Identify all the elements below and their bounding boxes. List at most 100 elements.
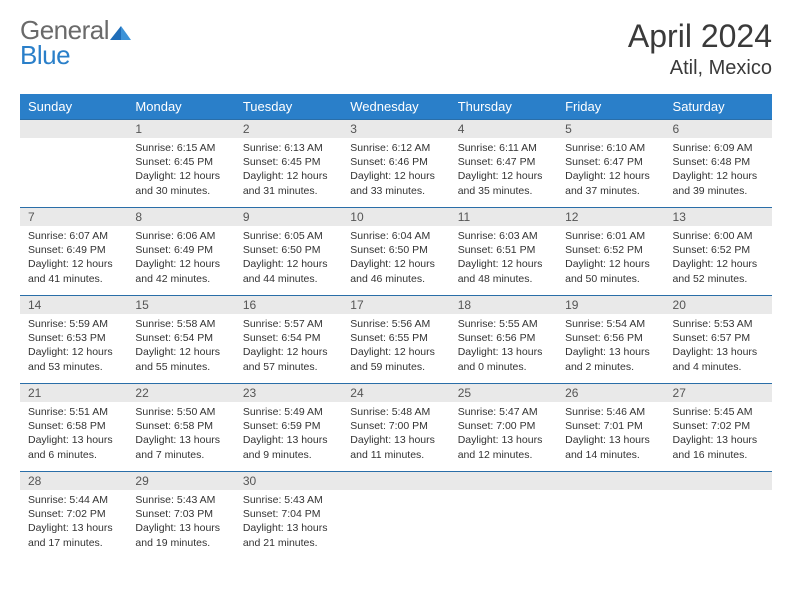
- day-details: Sunrise: 6:03 AMSunset: 6:51 PMDaylight:…: [450, 226, 557, 290]
- day-header: Sunday: [20, 94, 127, 120]
- day-details: Sunrise: 5:47 AMSunset: 7:00 PMDaylight:…: [450, 402, 557, 466]
- day-details: Sunrise: 5:50 AMSunset: 6:58 PMDaylight:…: [127, 402, 234, 466]
- day-details: Sunrise: 6:09 AMSunset: 6:48 PMDaylight:…: [665, 138, 772, 202]
- daylight-line: Daylight: 13 hours and 11 minutes.: [350, 433, 441, 461]
- day-details: Sunrise: 5:46 AMSunset: 7:01 PMDaylight:…: [557, 402, 664, 466]
- day-details: Sunrise: 6:04 AMSunset: 6:50 PMDaylight:…: [342, 226, 449, 290]
- calendar-cell: 13Sunrise: 6:00 AMSunset: 6:52 PMDayligh…: [665, 208, 772, 296]
- sunrise-line: Sunrise: 6:04 AM: [350, 229, 441, 243]
- calendar-week-row: 7Sunrise: 6:07 AMSunset: 6:49 PMDaylight…: [20, 208, 772, 296]
- sunset-line: Sunset: 6:52 PM: [673, 243, 764, 257]
- sunset-line: Sunset: 7:01 PM: [565, 419, 656, 433]
- day-header: Monday: [127, 94, 234, 120]
- daylight-line: Daylight: 12 hours and 41 minutes.: [28, 257, 119, 285]
- sunrise-line: Sunrise: 5:57 AM: [243, 317, 334, 331]
- calendar-cell: 20Sunrise: 5:53 AMSunset: 6:57 PMDayligh…: [665, 296, 772, 384]
- day-details: Sunrise: 5:45 AMSunset: 7:02 PMDaylight:…: [665, 402, 772, 466]
- calendar-cell: 3Sunrise: 6:12 AMSunset: 6:46 PMDaylight…: [342, 120, 449, 208]
- day-number: 13: [665, 208, 772, 226]
- calendar-cell: 26Sunrise: 5:46 AMSunset: 7:01 PMDayligh…: [557, 384, 664, 472]
- calendar-week-row: 1Sunrise: 6:15 AMSunset: 6:45 PMDaylight…: [20, 120, 772, 208]
- triangle-icon: [110, 20, 132, 45]
- day-number: 3: [342, 120, 449, 138]
- day-details: Sunrise: 6:00 AMSunset: 6:52 PMDaylight:…: [665, 226, 772, 290]
- daylight-line: Daylight: 12 hours and 59 minutes.: [350, 345, 441, 373]
- sunrise-line: Sunrise: 6:01 AM: [565, 229, 656, 243]
- sunrise-line: Sunrise: 6:11 AM: [458, 141, 549, 155]
- day-number: 28: [20, 472, 127, 490]
- sunset-line: Sunset: 6:51 PM: [458, 243, 549, 257]
- sunset-line: Sunset: 6:52 PM: [565, 243, 656, 257]
- day-number: 20: [665, 296, 772, 314]
- calendar-cell: 30Sunrise: 5:43 AMSunset: 7:04 PMDayligh…: [235, 472, 342, 560]
- brand-logo: GeneralBlue: [20, 18, 132, 67]
- day-details: Sunrise: 6:10 AMSunset: 6:47 PMDaylight:…: [557, 138, 664, 202]
- day-details: Sunrise: 6:07 AMSunset: 6:49 PMDaylight:…: [20, 226, 127, 290]
- sunrise-line: Sunrise: 6:15 AM: [135, 141, 226, 155]
- sunrise-line: Sunrise: 5:45 AM: [673, 405, 764, 419]
- daylight-line: Daylight: 13 hours and 7 minutes.: [135, 433, 226, 461]
- sunrise-line: Sunrise: 6:05 AM: [243, 229, 334, 243]
- day-number: 18: [450, 296, 557, 314]
- calendar-cell: 28Sunrise: 5:44 AMSunset: 7:02 PMDayligh…: [20, 472, 127, 560]
- daylight-line: Daylight: 12 hours and 44 minutes.: [243, 257, 334, 285]
- sunrise-line: Sunrise: 5:44 AM: [28, 493, 119, 507]
- daylight-line: Daylight: 12 hours and 35 minutes.: [458, 169, 549, 197]
- calendar-cell: 2Sunrise: 6:13 AMSunset: 6:45 PMDaylight…: [235, 120, 342, 208]
- sunrise-line: Sunrise: 5:59 AM: [28, 317, 119, 331]
- daylight-line: Daylight: 12 hours and 50 minutes.: [565, 257, 656, 285]
- sunrise-line: Sunrise: 6:10 AM: [565, 141, 656, 155]
- day-details: Sunrise: 5:54 AMSunset: 6:56 PMDaylight:…: [557, 314, 664, 378]
- daylight-line: Daylight: 13 hours and 14 minutes.: [565, 433, 656, 461]
- day-number: 15: [127, 296, 234, 314]
- calendar-cell: 16Sunrise: 5:57 AMSunset: 6:54 PMDayligh…: [235, 296, 342, 384]
- calendar-cell: 1Sunrise: 6:15 AMSunset: 6:45 PMDaylight…: [127, 120, 234, 208]
- sunset-line: Sunset: 6:47 PM: [458, 155, 549, 169]
- title-month: April 2024: [628, 18, 772, 55]
- calendar-cell: 11Sunrise: 6:03 AMSunset: 6:51 PMDayligh…: [450, 208, 557, 296]
- calendar-week-row: 14Sunrise: 5:59 AMSunset: 6:53 PMDayligh…: [20, 296, 772, 384]
- sunset-line: Sunset: 7:02 PM: [28, 507, 119, 521]
- sunrise-line: Sunrise: 6:06 AM: [135, 229, 226, 243]
- sunrise-line: Sunrise: 5:54 AM: [565, 317, 656, 331]
- calendar-week-row: 28Sunrise: 5:44 AMSunset: 7:02 PMDayligh…: [20, 472, 772, 560]
- sunset-line: Sunset: 7:03 PM: [135, 507, 226, 521]
- sunrise-line: Sunrise: 5:50 AM: [135, 405, 226, 419]
- sunset-line: Sunset: 6:54 PM: [135, 331, 226, 345]
- day-details: Sunrise: 5:55 AMSunset: 6:56 PMDaylight:…: [450, 314, 557, 378]
- title-location: Atil, Mexico: [628, 57, 772, 80]
- daylight-line: Daylight: 13 hours and 0 minutes.: [458, 345, 549, 373]
- day-number: 19: [557, 296, 664, 314]
- day-number: 16: [235, 296, 342, 314]
- daylight-line: Daylight: 12 hours and 42 minutes.: [135, 257, 226, 285]
- calendar-cell: 25Sunrise: 5:47 AMSunset: 7:00 PMDayligh…: [450, 384, 557, 472]
- daylight-line: Daylight: 13 hours and 16 minutes.: [673, 433, 764, 461]
- calendar-cell: 18Sunrise: 5:55 AMSunset: 6:56 PMDayligh…: [450, 296, 557, 384]
- sunrise-line: Sunrise: 5:47 AM: [458, 405, 549, 419]
- calendar-cell: 5Sunrise: 6:10 AMSunset: 6:47 PMDaylight…: [557, 120, 664, 208]
- calendar-cell: [557, 472, 664, 560]
- calendar-cell: 27Sunrise: 5:45 AMSunset: 7:02 PMDayligh…: [665, 384, 772, 472]
- day-details: Sunrise: 6:11 AMSunset: 6:47 PMDaylight:…: [450, 138, 557, 202]
- sunset-line: Sunset: 7:04 PM: [243, 507, 334, 521]
- calendar-cell: 29Sunrise: 5:43 AMSunset: 7:03 PMDayligh…: [127, 472, 234, 560]
- sunset-line: Sunset: 6:57 PM: [673, 331, 764, 345]
- sunrise-line: Sunrise: 6:00 AM: [673, 229, 764, 243]
- day-details: Sunrise: 6:05 AMSunset: 6:50 PMDaylight:…: [235, 226, 342, 290]
- sunrise-line: Sunrise: 5:58 AM: [135, 317, 226, 331]
- day-header: Friday: [557, 94, 664, 120]
- day-details: Sunrise: 5:43 AMSunset: 7:03 PMDaylight:…: [127, 490, 234, 554]
- day-header: Tuesday: [235, 94, 342, 120]
- calendar-cell: 10Sunrise: 6:04 AMSunset: 6:50 PMDayligh…: [342, 208, 449, 296]
- day-number: 8: [127, 208, 234, 226]
- sunset-line: Sunset: 6:49 PM: [28, 243, 119, 257]
- sunset-line: Sunset: 7:00 PM: [458, 419, 549, 433]
- daylight-line: Daylight: 12 hours and 46 minutes.: [350, 257, 441, 285]
- calendar-body: 1Sunrise: 6:15 AMSunset: 6:45 PMDaylight…: [20, 120, 772, 560]
- day-details: Sunrise: 5:59 AMSunset: 6:53 PMDaylight:…: [20, 314, 127, 378]
- day-details: Sunrise: 6:13 AMSunset: 6:45 PMDaylight:…: [235, 138, 342, 202]
- day-details: Sunrise: 5:49 AMSunset: 6:59 PMDaylight:…: [235, 402, 342, 466]
- daylight-line: Daylight: 13 hours and 9 minutes.: [243, 433, 334, 461]
- day-details: Sunrise: 5:51 AMSunset: 6:58 PMDaylight:…: [20, 402, 127, 466]
- sunset-line: Sunset: 6:55 PM: [350, 331, 441, 345]
